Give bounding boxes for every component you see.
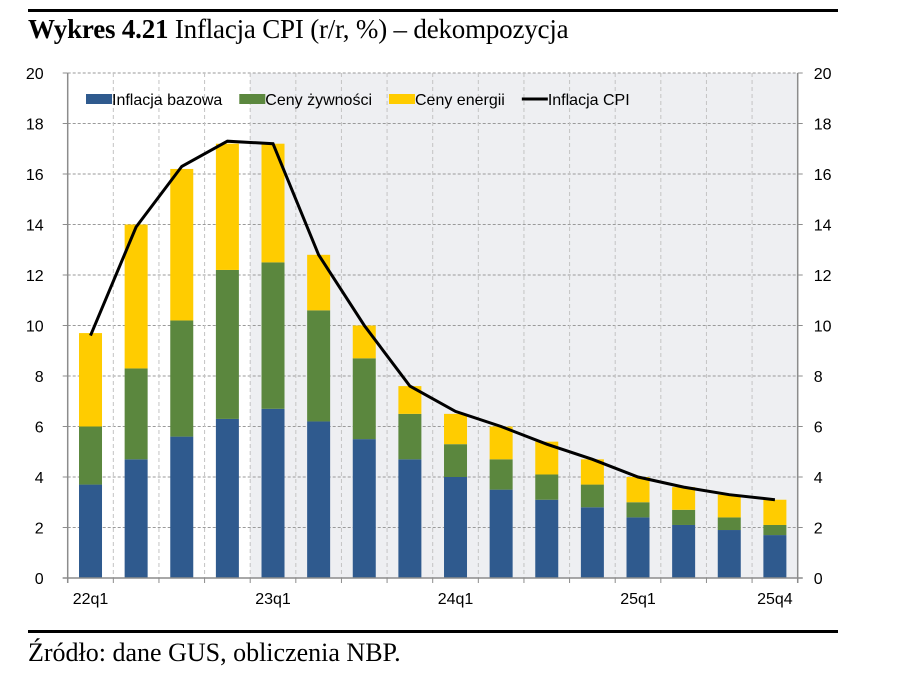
chart-title: Wykres 4.21 Inflacja CPI (r/r, %) – deko…	[28, 14, 569, 45]
bar-food	[626, 502, 650, 518]
bar-food	[215, 269, 239, 419]
y-tick-label-left: 6	[35, 420, 44, 437]
legend-swatch-energy	[389, 94, 415, 104]
bar-food	[489, 459, 513, 490]
y-tick-label-left: 14	[26, 218, 44, 235]
bar-core	[489, 489, 513, 578]
bar-energy	[124, 224, 148, 369]
bar-core	[215, 418, 239, 578]
legend-label: Ceny żywności	[265, 92, 372, 109]
y-tick-label-right: 8	[814, 369, 823, 386]
y-tick-label-right: 6	[814, 420, 823, 437]
y-tick-label-right: 2	[814, 521, 823, 538]
x-tick-label: 25q4	[757, 591, 793, 608]
top-rule	[28, 9, 838, 12]
bar-energy	[215, 143, 239, 270]
bar-energy	[763, 499, 787, 525]
bottom-rule	[28, 630, 838, 633]
y-tick-label-left: 20	[26, 66, 44, 83]
legend-label: Inflacja bazowa	[112, 92, 222, 109]
y-tick-label-left: 10	[26, 319, 44, 336]
chart-title-text: Inflacja CPI (r/r, %) – dekompozycja	[168, 14, 569, 44]
bar-energy	[398, 386, 422, 414]
y-tick-label-left: 0	[35, 571, 44, 588]
legend-label: Inflacja CPI	[548, 92, 630, 109]
x-tick-label: 25q1	[620, 591, 656, 608]
y-tick-label-left: 12	[26, 268, 44, 285]
bar-energy	[672, 487, 696, 510]
y-tick-label-right: 16	[814, 167, 832, 184]
bar-core	[763, 535, 787, 578]
bar-core	[261, 408, 285, 578]
bar-food	[307, 310, 331, 422]
legend-label: Ceny energii	[415, 92, 505, 109]
bar-energy	[580, 459, 604, 485]
bar-core	[398, 459, 422, 578]
bar-core	[444, 477, 468, 578]
legend-item: Ceny żywności	[239, 92, 372, 109]
y-tick-label-right: 20	[814, 66, 832, 83]
y-tick-label-right: 18	[814, 117, 832, 134]
bar-core	[307, 421, 331, 578]
bar-energy	[79, 333, 103, 427]
bar-energy	[307, 254, 331, 311]
bar-core	[124, 459, 148, 578]
bar-core	[717, 530, 741, 578]
bar-energy	[444, 413, 468, 445]
bar-food	[352, 358, 376, 440]
legend-swatch-core	[86, 94, 112, 104]
legend-item: Ceny energii	[389, 92, 505, 109]
y-tick-label-right: 4	[814, 470, 823, 487]
bar-energy	[170, 168, 194, 321]
bar-core	[535, 499, 559, 578]
cpi-line	[89, 139, 776, 502]
bar-food	[763, 524, 787, 536]
chart-number: Wykres 4.21	[28, 14, 169, 44]
legend-item: Inflacja CPI	[521, 92, 630, 109]
y-tick-label-right: 12	[814, 268, 832, 285]
bar-core	[352, 439, 376, 578]
legend-swatch-food	[239, 94, 266, 104]
y-tick-label-left: 4	[35, 470, 44, 487]
y-tick-label-left: 16	[26, 167, 44, 184]
y-tick-label-right: 10	[814, 319, 832, 336]
bar-food	[398, 413, 422, 460]
bar-core	[580, 507, 604, 578]
bar-energy	[261, 143, 285, 263]
bar-core	[79, 484, 103, 578]
y-tick-label-left: 8	[35, 369, 44, 386]
y-tick-label-right: 0	[814, 571, 823, 588]
y-tick-label-right: 14	[814, 218, 832, 235]
bar-energy	[626, 477, 650, 503]
bar-energy	[535, 441, 559, 475]
bar-food	[672, 509, 696, 525]
bar-food	[717, 517, 741, 531]
bar-energy	[352, 325, 376, 359]
x-tick-label: 22q1	[73, 591, 109, 608]
bar-food	[261, 262, 285, 409]
bar-food	[170, 320, 194, 437]
bar-food	[79, 426, 103, 485]
bar-food	[580, 484, 604, 508]
bar-core	[672, 524, 696, 578]
bar-core	[626, 517, 650, 578]
bar-core	[170, 436, 194, 578]
chart: 0 0 2 2 4 4 6 6 8 8 10 10 12 12 14 14 16 16 18 18 20 20 22q1 23…	[26, 66, 832, 608]
bar-food	[444, 444, 468, 477]
bar-food	[124, 368, 148, 460]
bar-food	[535, 474, 559, 500]
x-tick-label: 23q1	[255, 591, 291, 608]
source-note: Źródło: dane GUS, obliczenia NBP.	[28, 638, 401, 667]
legend-item: Inflacja bazowa	[86, 92, 222, 109]
x-tick-label: 24q1	[438, 591, 474, 608]
y-tick-label-left: 18	[26, 117, 44, 134]
bar-energy	[717, 494, 741, 518]
y-tick-label-left: 2	[35, 521, 44, 538]
bar-energy	[489, 426, 513, 460]
